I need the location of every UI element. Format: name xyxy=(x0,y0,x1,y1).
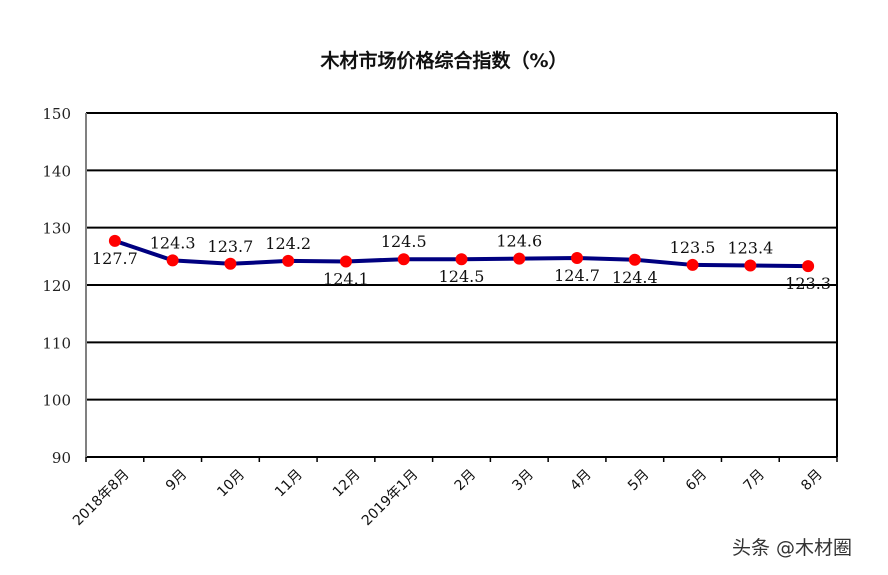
data-label: 124.3 xyxy=(150,233,196,252)
x-tick-label: 3月 xyxy=(509,467,537,495)
data-label: 123.5 xyxy=(670,238,716,257)
x-tick-label: 4月 xyxy=(567,467,595,495)
x-tick-label: 6月 xyxy=(683,467,711,495)
x-tick-label: 2019年1月 xyxy=(359,467,422,530)
data-point-marker xyxy=(802,260,815,273)
x-tick-label: 9月 xyxy=(163,467,191,495)
data-point-marker xyxy=(513,252,526,265)
data-point-marker xyxy=(628,253,641,266)
y-tick-label: 110 xyxy=(42,334,71,352)
y-tick-label: 130 xyxy=(42,220,71,238)
data-point-marker xyxy=(455,253,468,266)
data-label: 124.1 xyxy=(323,269,369,288)
x-tick-label: 11月 xyxy=(272,467,306,501)
chart-title: 木材市场价格综合指数（%） xyxy=(320,50,568,72)
data-label: 124.7 xyxy=(554,266,600,285)
data-label: 124.4 xyxy=(612,268,658,287)
data-label: 124.5 xyxy=(381,232,427,251)
data-labels: 127.7 124.3 123.7 124.2 124.1 124.5 124.5 124.6… xyxy=(92,232,831,293)
data-series xyxy=(108,234,815,273)
x-tick-label: 12月 xyxy=(330,467,364,501)
data-point-marker xyxy=(108,234,121,247)
x-tick-label: 8月 xyxy=(798,467,826,495)
y-tick-label: 100 xyxy=(42,392,71,410)
y-tick-label: 120 xyxy=(42,277,71,295)
data-label: 123.3 xyxy=(785,274,831,293)
x-tick-label: 2018年8月 xyxy=(70,467,133,530)
gridlines xyxy=(85,112,838,458)
x-tick-label: 10月 xyxy=(214,467,248,501)
data-label: 123.4 xyxy=(727,239,773,258)
data-label: 124.6 xyxy=(496,232,542,251)
data-point-marker xyxy=(571,252,584,265)
data-label: 123.7 xyxy=(208,237,254,256)
y-tick-label: 150 xyxy=(42,105,71,123)
data-label: 124.5 xyxy=(439,267,485,286)
x-tick-label: 2月 xyxy=(452,467,480,495)
data-point-marker xyxy=(166,254,179,267)
data-label: 127.7 xyxy=(92,249,138,268)
y-axis-ticks: 90 100 110 120 130 140 150 xyxy=(42,105,71,467)
data-point-marker xyxy=(224,257,237,270)
data-point-marker xyxy=(397,253,410,266)
y-tick-label: 90 xyxy=(52,449,71,467)
data-point-marker xyxy=(339,255,352,268)
data-point-marker xyxy=(686,258,699,271)
data-label: 124.2 xyxy=(265,234,311,253)
data-point-marker xyxy=(744,259,757,272)
data-point-marker xyxy=(282,254,295,267)
x-tick-label: 5月 xyxy=(625,467,653,495)
y-tick-label: 140 xyxy=(42,162,71,180)
x-tick-label: 7月 xyxy=(741,467,769,495)
watermark: 头条 @木材圈 xyxy=(732,537,853,559)
